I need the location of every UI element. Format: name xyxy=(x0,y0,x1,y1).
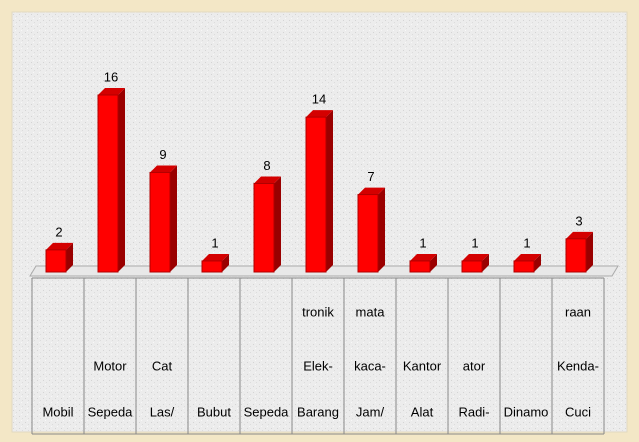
bar-side xyxy=(430,253,437,272)
x-tick-label: Cuci xyxy=(565,404,591,419)
bar xyxy=(253,183,275,273)
bar-top xyxy=(150,165,177,173)
x-tick-label: Cat xyxy=(152,358,173,373)
bar xyxy=(97,94,119,273)
x-tick-label: mata xyxy=(356,304,386,319)
x-tick-label: Dinamo xyxy=(504,404,549,419)
x-tick-label: Barang xyxy=(297,404,339,419)
x-tick-label: Elek- xyxy=(303,358,333,373)
bar xyxy=(565,238,587,273)
bar-side xyxy=(118,88,125,272)
bar xyxy=(305,116,327,273)
x-tick-label: Radi- xyxy=(458,404,489,419)
bar xyxy=(409,260,431,273)
bar xyxy=(45,249,67,273)
data-label: 14 xyxy=(312,92,326,107)
x-tick-label: Alat xyxy=(411,404,434,419)
data-label: 2 xyxy=(55,224,62,239)
bar-top xyxy=(358,187,385,195)
data-label: 1 xyxy=(471,235,478,250)
data-label: 8 xyxy=(263,158,270,173)
data-label: 3 xyxy=(575,213,582,228)
bar-side xyxy=(66,242,73,272)
data-label: 1 xyxy=(523,235,530,250)
data-label: 16 xyxy=(104,69,118,84)
x-tick-label: tronik xyxy=(302,304,334,319)
bar-top xyxy=(566,231,593,239)
x-tick-label: kaca- xyxy=(354,358,386,373)
data-label: 1 xyxy=(211,235,218,250)
x-tick-label: Sepeda xyxy=(244,404,290,419)
x-tick-label: raan xyxy=(565,304,591,319)
bar-top xyxy=(514,253,541,261)
bar-top xyxy=(306,110,333,118)
bar-side xyxy=(534,253,541,272)
bar-side xyxy=(326,110,333,272)
x-tick-label: Bubut xyxy=(197,404,231,419)
x-tick-label: Kantor xyxy=(403,358,442,373)
x-tick-label: Jam/ xyxy=(356,404,385,419)
x-tick-label: Mobil xyxy=(42,404,73,419)
bar-side xyxy=(170,165,177,272)
bar xyxy=(201,260,223,273)
data-label: 9 xyxy=(159,147,166,162)
data-label: 7 xyxy=(367,169,374,184)
x-tick-label: Kenda- xyxy=(557,358,599,373)
bar-top xyxy=(410,253,437,261)
bar-side xyxy=(222,253,229,272)
bar-top xyxy=(98,88,125,95)
bar-side xyxy=(274,176,281,272)
bar-top xyxy=(46,242,73,250)
x-tick-label: ator xyxy=(463,358,486,373)
bar xyxy=(513,260,535,273)
bar-side xyxy=(378,187,385,272)
bar-top xyxy=(202,253,229,261)
bar xyxy=(357,194,379,273)
bar-side xyxy=(482,253,489,272)
bar xyxy=(461,260,483,273)
x-tick-label: Sepeda xyxy=(88,404,134,419)
data-label: 1 xyxy=(419,235,426,250)
bar-side xyxy=(586,231,593,272)
x-tick-label: Las/ xyxy=(150,404,175,419)
bar-top xyxy=(254,176,281,184)
bar xyxy=(149,171,171,273)
bar-top xyxy=(462,253,489,261)
x-tick-label: Motor xyxy=(93,358,127,373)
